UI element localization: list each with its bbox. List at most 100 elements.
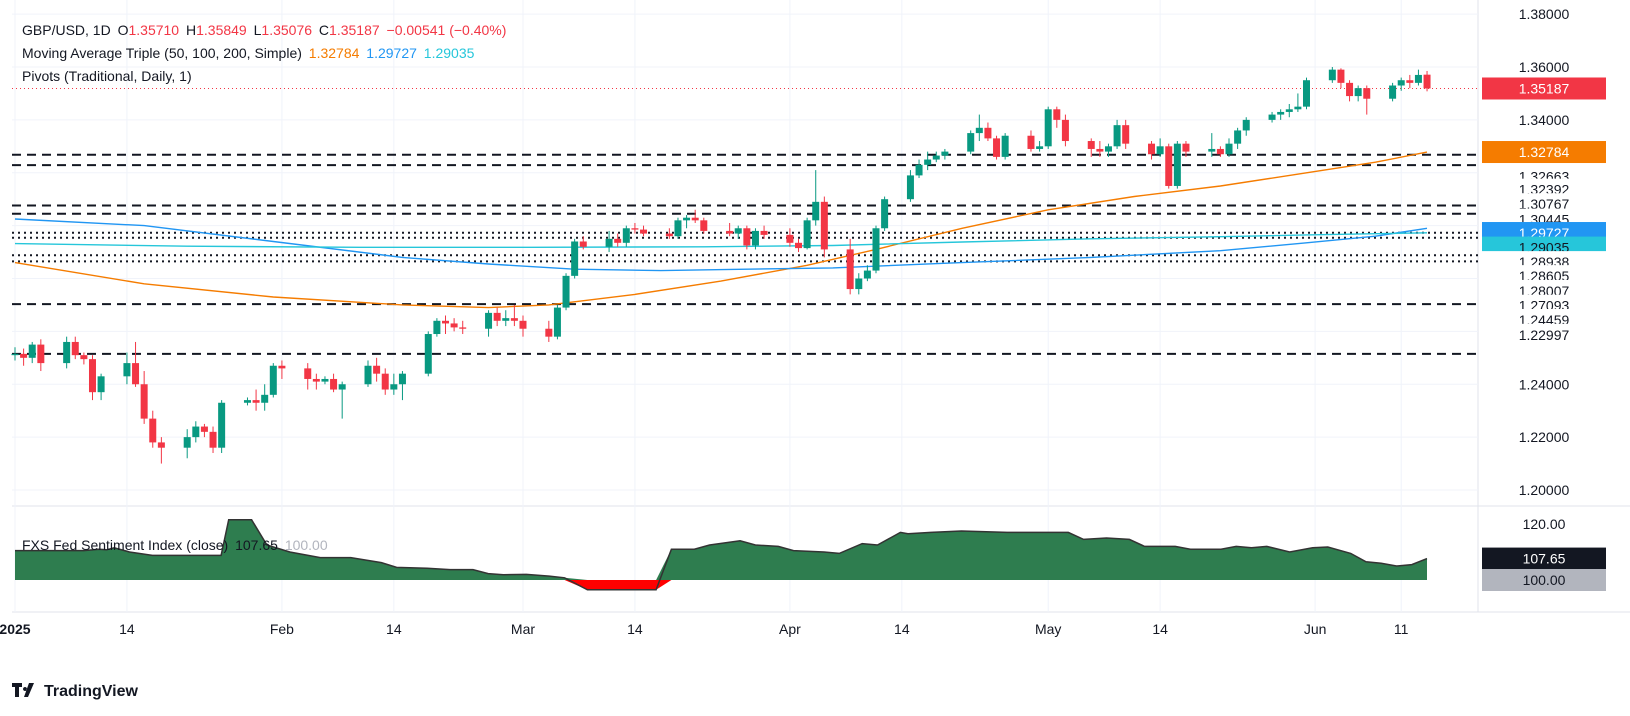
candle[interactable] (1268, 111, 1276, 123)
candle[interactable] (123, 352, 131, 385)
candle[interactable] (1242, 117, 1250, 136)
candle[interactable] (820, 196, 828, 258)
candle[interactable] (373, 357, 381, 382)
candle[interactable] (493, 307, 501, 327)
candle[interactable] (1337, 68, 1345, 89)
symbol-label[interactable]: GBP/USD, 1D (22, 22, 111, 38)
candle[interactable] (967, 130, 975, 155)
candle[interactable] (1423, 70, 1431, 92)
candle[interactable] (855, 273, 863, 295)
sentiment-legend[interactable]: FXS Fed Sentiment Index (close) 107.65 1… (22, 537, 331, 553)
candle[interactable] (28, 341, 36, 364)
candle[interactable] (200, 423, 208, 438)
candle[interactable] (485, 310, 493, 337)
candle[interactable] (683, 215, 691, 229)
candle[interactable] (726, 222, 734, 237)
candle[interactable] (1397, 77, 1405, 91)
candle[interactable] (1027, 130, 1035, 152)
candle[interactable] (450, 318, 458, 332)
candle[interactable] (1208, 133, 1216, 157)
candle[interactable] (1044, 106, 1052, 149)
candle[interactable] (665, 228, 673, 239)
candle[interactable] (734, 225, 742, 239)
candle[interactable] (312, 373, 320, 390)
candle[interactable] (605, 230, 613, 253)
candle[interactable] (691, 209, 699, 223)
candle[interactable] (786, 228, 794, 247)
candle[interactable] (442, 315, 449, 335)
candle[interactable] (11, 347, 19, 361)
candle[interactable] (252, 389, 260, 411)
candle[interactable] (1234, 127, 1242, 149)
candle[interactable] (993, 135, 1001, 160)
candle[interactable] (502, 310, 510, 327)
candle[interactable] (760, 225, 768, 239)
candle[interactable] (321, 376, 329, 385)
candle[interactable] (1148, 141, 1156, 160)
candle[interactable] (304, 363, 312, 390)
candle[interactable] (812, 170, 820, 226)
candle[interactable] (562, 273, 570, 311)
candle[interactable] (364, 360, 372, 387)
pivots-legend[interactable]: Pivots (Traditional, Daily, 1) (22, 68, 195, 84)
candle[interactable] (1216, 146, 1224, 157)
candle[interactable] (398, 371, 406, 401)
candle[interactable] (1087, 138, 1095, 157)
candle[interactable] (20, 348, 28, 366)
candle[interactable] (1285, 104, 1293, 118)
candle[interactable] (803, 217, 811, 250)
candle[interactable] (1346, 80, 1354, 102)
candle[interactable] (1406, 74, 1414, 89)
candle[interactable] (519, 315, 527, 337)
candle[interactable] (261, 384, 269, 411)
candle[interactable] (278, 360, 286, 379)
candle[interactable] (1104, 143, 1112, 157)
candle[interactable] (140, 371, 148, 424)
candle[interactable] (338, 381, 346, 419)
candle[interactable] (571, 238, 579, 279)
candle[interactable] (984, 122, 992, 142)
candle[interactable] (622, 225, 630, 247)
candle[interactable] (1225, 138, 1233, 157)
candle[interactable] (932, 151, 940, 163)
candle[interactable] (924, 151, 932, 171)
candle[interactable] (192, 421, 200, 443)
candle[interactable] (1294, 93, 1302, 112)
candle[interactable] (433, 318, 441, 337)
candle[interactable] (1414, 69, 1422, 86)
candle[interactable] (510, 304, 518, 327)
candle[interactable] (881, 196, 889, 231)
candle[interactable] (751, 228, 759, 250)
candle[interactable] (1113, 119, 1121, 149)
candle[interactable] (975, 114, 983, 142)
ma-legend[interactable]: Moving Average Triple (50, 100, 200, Sim… (22, 45, 477, 61)
candle[interactable] (209, 426, 217, 453)
candle[interactable] (1303, 77, 1310, 110)
candle[interactable] (1363, 85, 1371, 115)
candle[interactable] (71, 336, 79, 360)
candle[interactable] (1182, 141, 1190, 157)
candle[interactable] (269, 363, 277, 398)
candle[interactable] (149, 410, 157, 448)
candle[interactable] (37, 339, 45, 372)
candle[interactable] (1156, 138, 1164, 157)
tradingview-brand[interactable]: TradingView (12, 682, 138, 702)
candle[interactable] (330, 373, 338, 393)
candle[interactable] (1389, 82, 1397, 102)
candle[interactable] (545, 320, 553, 342)
candle[interactable] (424, 331, 432, 377)
candle[interactable] (80, 352, 88, 365)
candle[interactable] (906, 170, 914, 202)
candle[interactable] (1053, 106, 1061, 128)
candle[interactable] (631, 222, 639, 234)
candle[interactable] (1328, 67, 1336, 83)
candle[interactable] (614, 233, 622, 247)
candle[interactable] (1061, 114, 1069, 147)
candle[interactable] (1122, 119, 1130, 149)
candle[interactable] (97, 373, 105, 401)
candle[interactable] (846, 238, 854, 295)
candle[interactable] (183, 429, 191, 459)
candle[interactable] (88, 355, 96, 401)
candle[interactable] (863, 265, 871, 282)
